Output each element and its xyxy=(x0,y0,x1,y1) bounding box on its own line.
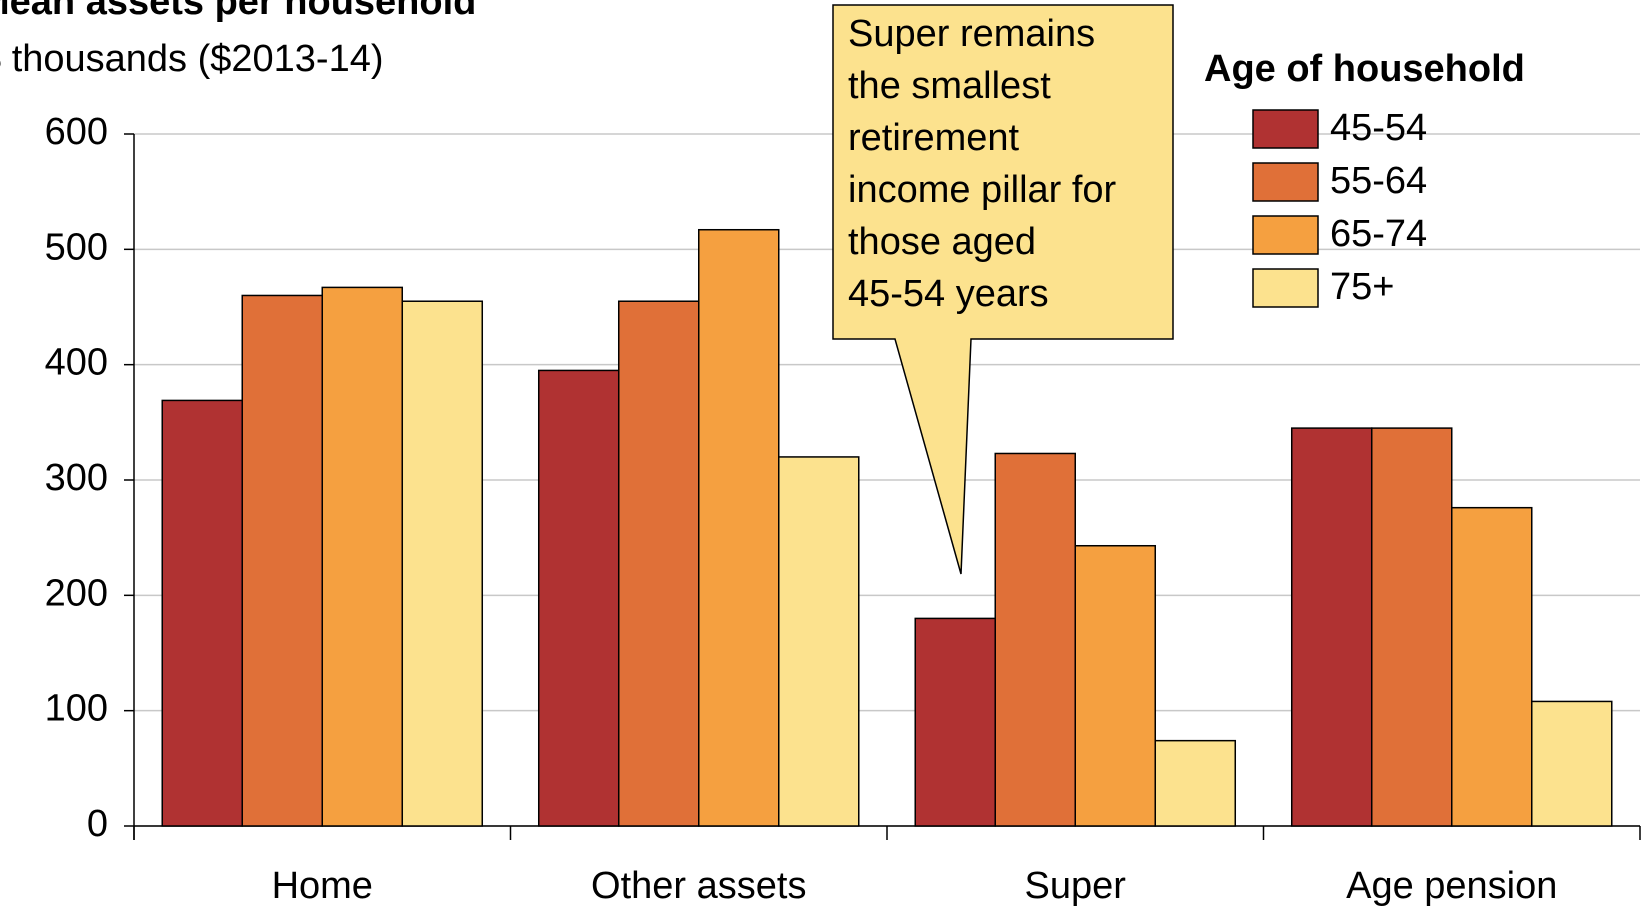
legend-label: 45-54 xyxy=(1330,107,1427,149)
legend-label: 55-64 xyxy=(1330,160,1427,202)
bar xyxy=(617,300,700,827)
annotation-text: those aged xyxy=(848,221,1036,263)
y-tick-label: 0 xyxy=(87,803,108,845)
bar xyxy=(321,286,404,827)
annotation-text: the smallest xyxy=(848,65,1051,107)
bar xyxy=(401,300,484,827)
x-tick-label: Home xyxy=(272,865,373,907)
x-tick-label: Age pension xyxy=(1346,865,1557,907)
bar xyxy=(161,399,243,827)
annotation-text: 45-54 years xyxy=(848,273,1049,315)
annotation-text: retirement xyxy=(848,117,1019,159)
legend-label: 65-74 xyxy=(1330,213,1427,255)
bar xyxy=(537,369,620,827)
legend-swatch xyxy=(1252,109,1319,149)
chart-subtitle: $ thousands ($2013-14) xyxy=(0,38,384,80)
bar xyxy=(914,617,996,827)
bar xyxy=(1074,544,1157,827)
bar xyxy=(698,228,780,827)
bar xyxy=(778,456,860,827)
bar xyxy=(1154,739,1237,827)
annotation-text: Super remains xyxy=(848,13,1095,55)
bar xyxy=(1451,506,1533,827)
bar xyxy=(1370,427,1453,827)
y-tick-label: 400 xyxy=(45,342,108,384)
chart-title: Mean assets per household xyxy=(0,0,476,23)
x-tick-label: Other assets xyxy=(591,865,806,907)
y-tick-label: 600 xyxy=(45,111,108,153)
annotation-box xyxy=(832,4,1174,575)
legend-label: 75+ xyxy=(1330,266,1394,308)
legend-swatch xyxy=(1252,162,1319,202)
y-tick-label: 200 xyxy=(45,572,108,614)
bar xyxy=(1290,427,1373,827)
y-tick-label: 300 xyxy=(45,457,108,499)
legend-swatch xyxy=(1252,215,1319,255)
annotation-text: income pillar for xyxy=(848,169,1117,211)
legend-swatch xyxy=(1252,268,1319,308)
x-tick-label: Super xyxy=(1025,865,1127,907)
y-tick-label: 100 xyxy=(45,688,108,730)
bar xyxy=(994,452,1077,827)
bar xyxy=(1531,700,1613,827)
y-tick-label: 500 xyxy=(45,226,108,268)
bar xyxy=(241,294,323,827)
legend-title: Age of household xyxy=(1204,48,1525,90)
